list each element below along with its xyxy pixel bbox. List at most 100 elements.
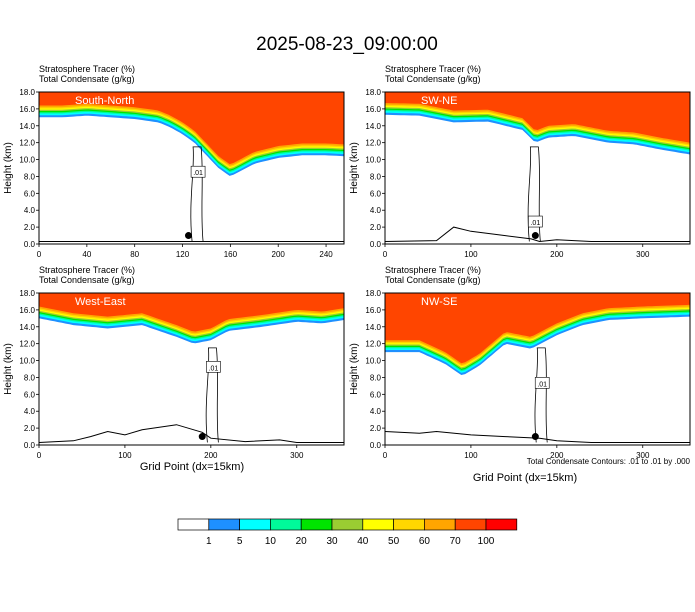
x-tick-label: 100 <box>118 451 132 460</box>
terrain-line <box>385 430 690 443</box>
x-tick-label: 0 <box>383 451 388 460</box>
x-tick-label: 100 <box>464 250 478 259</box>
contour-label: .01 <box>530 220 540 227</box>
panel-name: South-North <box>75 95 134 107</box>
colorbar: 1 5 10 20 30 40 50 60 70 100 <box>177 518 518 547</box>
y-tick-label: 16.0 <box>365 105 381 114</box>
y-tick-label: 18.0 <box>19 289 35 298</box>
y-tick-label: 10.0 <box>365 357 381 366</box>
panel-sw-ne: .01 SW-NE 0.0 2.0 4.0 6.0 8.0 10.0 12.0 14.0 16.0 1… <box>349 64 691 259</box>
xlabel-right: Grid Point (dx=15km) <box>473 472 577 484</box>
y-tick-label: 2.0 <box>24 223 36 232</box>
y-tick-label: 2.0 <box>24 424 36 433</box>
contour-label: .01 <box>537 381 547 388</box>
colorbar-label: 30 <box>326 536 338 547</box>
condensate-contour <box>190 146 204 242</box>
y-tick-label: 18.0 <box>365 88 381 97</box>
colorbar-label: 10 <box>265 536 277 547</box>
x-tick-label: 0 <box>37 250 42 259</box>
y-tick-label: 18.0 <box>19 88 35 97</box>
y-tick-label: 10.0 <box>19 357 35 366</box>
x-tick-label: 40 <box>82 250 91 259</box>
terrain-line <box>385 226 690 243</box>
panel-south-north: .01 South-North 0.0 2.0 4.0 6.0 8.0 10.0 12.0 14.… <box>3 64 345 259</box>
x-tick-label: 160 <box>224 250 238 259</box>
plot-area: .01 <box>39 92 344 242</box>
y-tick-label: 6.0 <box>24 189 36 198</box>
colorbar-swatch <box>239 518 271 531</box>
contour-label-header: Total Condensate (g/kg) <box>385 275 481 285</box>
x-tick-label: 300 <box>290 451 304 460</box>
plot-area: .01 <box>385 92 690 243</box>
x-tick-label: 240 <box>319 250 333 259</box>
colorbar-swatch <box>454 518 487 531</box>
location-marker <box>531 232 539 240</box>
x-tick-label: 200 <box>550 250 564 259</box>
field-label: Stratosphere Tracer (%) <box>39 64 135 74</box>
plot-frame <box>384 292 691 446</box>
colorbar-label: 100 <box>478 536 495 547</box>
x-tick-label: 100 <box>464 451 478 460</box>
contour-label-box <box>206 361 221 373</box>
colorbar-swatch <box>270 518 302 531</box>
y-tick-label: 12.0 <box>365 139 381 148</box>
y-tick-label: 16.0 <box>365 306 381 315</box>
contour-note: Total Condensate Contours: .01 to .01 by… <box>527 457 691 466</box>
colorbar-swatch <box>485 518 518 531</box>
condensate-contour <box>534 347 548 443</box>
y-tick-label: 12.0 <box>19 139 35 148</box>
location-marker <box>531 433 539 441</box>
y-tick-label: 2.0 <box>370 424 382 433</box>
x-tick-label: 300 <box>636 451 650 460</box>
colorbar-swatch <box>362 518 394 531</box>
tracer-band-70 <box>385 293 690 364</box>
y-tick-label: 12.0 <box>19 340 35 349</box>
y-tick-label: 0.0 <box>24 441 36 450</box>
y-axis-label: Height (km) <box>349 343 360 395</box>
y-axis-label: Height (km) <box>3 343 14 395</box>
contour-label: .01 <box>209 365 219 372</box>
y-tick-label: 0.0 <box>370 441 382 450</box>
y-axis-label: Height (km) <box>349 142 360 194</box>
colorbar-label: 70 <box>450 536 462 547</box>
y-tick-label: 8.0 <box>370 373 382 382</box>
location-marker <box>185 232 193 240</box>
colorbar-swatch <box>177 518 210 531</box>
y-tick-label: 12.0 <box>365 340 381 349</box>
y-tick-label: 6.0 <box>24 390 36 399</box>
x-tick-label: 200 <box>272 250 286 259</box>
field-label: Stratosphere Tracer (%) <box>385 64 481 74</box>
y-tick-label: 6.0 <box>370 189 382 198</box>
tracer-band-70 <box>385 92 690 143</box>
colorbar-swatch <box>424 518 456 531</box>
x-tick-label: 0 <box>383 250 388 259</box>
y-tick-label: 14.0 <box>19 122 35 131</box>
colorbar-label: 50 <box>388 536 400 547</box>
y-tick-label: 8.0 <box>24 373 36 382</box>
y-tick-label: 16.0 <box>19 105 35 114</box>
condensate-contour <box>205 347 219 443</box>
contour-label-header: Total Condensate (g/kg) <box>39 74 135 84</box>
plot-frame <box>38 292 345 446</box>
colorbar-swatch <box>300 518 333 531</box>
y-tick-label: 10.0 <box>19 156 35 165</box>
contour-label-box <box>190 165 206 178</box>
field-label: Stratosphere Tracer (%) <box>385 265 481 275</box>
y-tick-label: 6.0 <box>370 390 382 399</box>
x-tick-label: 120 <box>176 250 190 259</box>
y-tick-label: 16.0 <box>19 306 35 315</box>
y-tick-label: 4.0 <box>24 407 36 416</box>
x-tick-label: 200 <box>204 451 218 460</box>
colorbar-swatch <box>331 518 364 531</box>
figure-title: 2025-08-23_09:00:00 <box>256 34 438 55</box>
y-tick-label: 8.0 <box>370 172 382 181</box>
y-tick-label: 4.0 <box>24 206 36 215</box>
y-tick-label: 14.0 <box>19 323 35 332</box>
y-tick-label: 10.0 <box>365 156 381 165</box>
x-tick-label: 0 <box>37 451 42 460</box>
panel-name: NW-SE <box>421 296 457 308</box>
contour-label-box <box>534 377 550 389</box>
plot-area: .01 <box>39 293 344 443</box>
panel-name: SW-NE <box>421 95 457 107</box>
